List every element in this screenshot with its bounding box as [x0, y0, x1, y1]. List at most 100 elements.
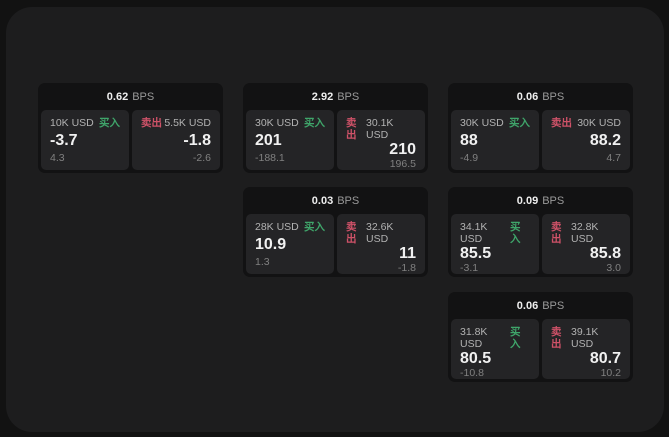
buy-quote-button[interactable]: 34.1K USD 买入 85.5 -3.1 [451, 214, 539, 274]
buy-delta: 1.3 [255, 256, 270, 268]
buy-quote-button[interactable]: 10K USD 买入 -3.7 4.3 [41, 110, 129, 170]
sell-price: 85.8 [589, 245, 621, 262]
buy-quote-button[interactable]: 28K USD 买入 10.9 1.3 [246, 214, 334, 274]
sell-quote-button[interactable]: 卖出 32.6K USD 11 -1.8 [337, 214, 425, 274]
buy-notional: 34.1K USD [460, 221, 488, 245]
sell-delta: -2.6 [192, 152, 211, 164]
buy-label: 买入 [99, 117, 120, 129]
buy-quote-button[interactable]: 30K USD 买入 88 -4.9 [451, 110, 539, 170]
card-body: 30K USD 买入 201 -188.1 卖出 30.1K USD 210 1… [243, 110, 428, 170]
sell-label: 卖出 [551, 117, 572, 129]
buy-label-row: 10K USD 买入 [50, 117, 120, 129]
buy-delta: -188.1 [255, 152, 285, 164]
sell-label-row: 卖出 30.1K USD [346, 117, 416, 141]
quote-card: 0.03 BPS 28K USD 买入 10.9 1.3 卖出 32.6K US… [243, 187, 428, 277]
card-body: 31.8K USD 买入 80.5 -10.8 卖出 39.1K USD 80.… [448, 319, 633, 379]
bps-unit-label: BPS [337, 90, 360, 103]
sell-quote-button[interactable]: 卖出 30.1K USD 210 196.5 [337, 110, 425, 170]
sell-quote-button[interactable]: 卖出 30K USD 88.2 4.7 [542, 110, 630, 170]
sell-price: 88.2 [589, 132, 621, 149]
card-body: 10K USD 买入 -3.7 4.3 卖出 5.5K USD -1.8 -2.… [38, 110, 223, 170]
card-body: 28K USD 买入 10.9 1.3 卖出 32.6K USD 11 -1.8 [243, 214, 428, 274]
buy-label-row: 30K USD 买入 [255, 117, 325, 129]
sell-notional: 32.6K USD [365, 221, 394, 245]
buy-price: 80.5 [460, 350, 492, 367]
quote-card: 2.92 BPS 30K USD 买入 201 -188.1 卖出 30.1K … [243, 83, 428, 173]
sell-price: -1.8 [183, 132, 211, 149]
sell-notional: 32.8K USD [570, 221, 599, 245]
buy-quote-button[interactable]: 30K USD 买入 201 -188.1 [246, 110, 334, 170]
sell-label: 卖出 [346, 221, 357, 245]
quote-card: 0.09 BPS 34.1K USD 买入 85.5 -3.1 卖出 32.8K… [448, 187, 633, 277]
sell-quote-button[interactable]: 卖出 32.8K USD 85.8 3.0 [542, 214, 630, 274]
card-header: 2.92 BPS [243, 83, 428, 110]
sell-notional: 30.1K USD [365, 117, 394, 141]
buy-notional: 31.8K USD [460, 326, 488, 350]
sell-price: 210 [389, 141, 416, 158]
buy-price: 88 [460, 132, 478, 149]
buy-price: -3.7 [50, 132, 78, 149]
card-body: 34.1K USD 买入 85.5 -3.1 卖出 32.8K USD 85.8… [448, 214, 633, 274]
buy-label-row: 31.8K USD 买入 [460, 326, 530, 350]
sell-label-row: 卖出 32.8K USD [551, 221, 621, 245]
buy-label: 买入 [510, 326, 521, 350]
buy-label-row: 28K USD 买入 [255, 221, 325, 233]
bps-spread-value: 0.06 [516, 299, 539, 312]
bps-unit-label: BPS [542, 299, 565, 312]
sell-price: 80.7 [589, 350, 621, 367]
buy-notional: 30K USD [460, 117, 504, 129]
sell-label: 卖出 [141, 117, 162, 129]
buy-label: 买入 [509, 117, 530, 129]
sell-notional: 30K USD [577, 117, 621, 129]
sell-delta: 10.2 [600, 367, 621, 379]
card-body: 30K USD 买入 88 -4.9 卖出 30K USD 88.2 4.7 [448, 110, 633, 170]
bps-spread-value: 2.92 [311, 90, 334, 103]
sell-delta: 3.0 [606, 262, 621, 274]
sell-delta: 196.5 [389, 158, 416, 170]
sell-quote-button[interactable]: 卖出 5.5K USD -1.8 -2.6 [132, 110, 220, 170]
bps-unit-label: BPS [337, 194, 360, 207]
sell-label: 卖出 [551, 326, 562, 350]
buy-notional: 10K USD [50, 117, 94, 129]
buy-label-row: 30K USD 买入 [460, 117, 530, 129]
sell-label: 卖出 [551, 221, 562, 245]
buy-delta: -10.8 [460, 367, 484, 379]
sell-label-row: 卖出 39.1K USD [551, 326, 621, 350]
buy-label: 买入 [510, 221, 521, 245]
quote-card: 0.06 BPS 31.8K USD 买入 80.5 -10.8 卖出 39.1… [448, 292, 633, 382]
buy-notional: 28K USD [255, 221, 299, 233]
sell-price: 11 [399, 245, 416, 262]
sell-label-row: 卖出 30K USD [551, 117, 621, 129]
bps-spread-value: 0.03 [311, 194, 334, 207]
card-header: 0.06 BPS [448, 292, 633, 319]
buy-label: 买入 [304, 221, 325, 233]
bps-spread-value: 0.62 [106, 90, 129, 103]
buy-quote-button[interactable]: 31.8K USD 买入 80.5 -10.8 [451, 319, 539, 379]
sell-label-row: 卖出 5.5K USD [141, 117, 211, 129]
buy-delta: -4.9 [460, 152, 479, 164]
sell-delta: 4.7 [606, 152, 621, 164]
sell-delta: -1.8 [397, 262, 416, 274]
bps-spread-value: 0.06 [516, 90, 539, 103]
bps-spread-value: 0.09 [516, 194, 539, 207]
quote-card: 0.06 BPS 30K USD 买入 88 -4.9 卖出 30K USD 8… [448, 83, 633, 173]
sell-label-row: 卖出 32.6K USD [346, 221, 416, 245]
sell-quote-button[interactable]: 卖出 39.1K USD 80.7 10.2 [542, 319, 630, 379]
buy-price: 85.5 [460, 245, 492, 262]
sell-notional: 5.5K USD [164, 117, 211, 129]
buy-label-row: 34.1K USD 买入 [460, 221, 530, 245]
buy-price: 10.9 [255, 236, 287, 253]
bps-unit-label: BPS [542, 194, 565, 207]
bps-unit-label: BPS [542, 90, 565, 103]
card-header: 0.62 BPS [38, 83, 223, 110]
card-header: 0.06 BPS [448, 83, 633, 110]
quote-card: 0.62 BPS 10K USD 买入 -3.7 4.3 卖出 5.5K USD… [38, 83, 223, 173]
card-header: 0.09 BPS [448, 187, 633, 214]
bps-unit-label: BPS [132, 90, 155, 103]
buy-price: 201 [255, 132, 282, 149]
sell-label: 卖出 [346, 117, 357, 141]
buy-notional: 30K USD [255, 117, 299, 129]
buy-delta: -3.1 [460, 262, 479, 274]
sell-notional: 39.1K USD [570, 326, 599, 350]
